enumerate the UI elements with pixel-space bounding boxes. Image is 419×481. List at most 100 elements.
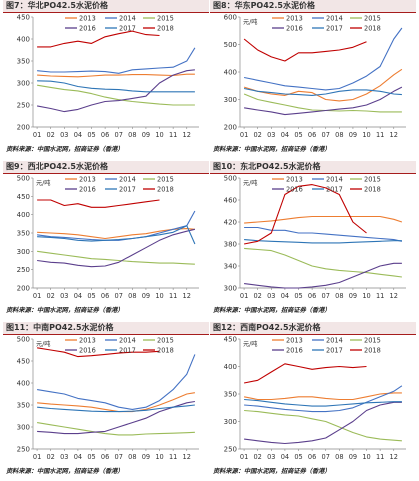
x-tick-label: 04 (74, 453, 82, 461)
y-tick-label: 300 (17, 424, 30, 432)
x-tick-label: 02 (253, 131, 261, 139)
x-tick-label: 04 (281, 131, 289, 139)
x-tick-label: 04 (74, 292, 82, 300)
x-tick-label: 03 (60, 453, 68, 461)
x-tick-label: 09 (142, 453, 150, 461)
legend-label-2015: 2015 (157, 337, 174, 345)
x-tick-label: 02 (46, 131, 54, 139)
y-tick-label: 450 (17, 193, 30, 201)
x-tick-label: 10 (155, 453, 163, 461)
x-tick-label: 09 (142, 292, 150, 300)
chart-panel-central-south: 图11：中南PO42.5水泥价格 250 300 350 400 450 500 01 02 0… (3, 322, 209, 481)
chart-panel-east: 图8：华东PO42.5水泥价格 200 300 400 500 600 01 02 03 04 0… (210, 0, 416, 159)
chart-title: 图11：中南PO42.5水泥价格 (6, 323, 114, 332)
chart-source-note: 资料来源：中国水泥网，招商证券（香港） (213, 468, 331, 475)
legend-label-2017: 2017 (326, 347, 343, 355)
line-chart-southwest: 250 300 350 400 450 01 02 03 04 05 06 07 08 09 10 11 12 元… (224, 336, 406, 461)
y-tick-label: 300 (17, 248, 30, 256)
legend-label-2017: 2017 (119, 25, 136, 33)
legend-label-2016: 2016 (79, 347, 96, 355)
series-line-2013 (243, 68, 403, 102)
line-chart-northwest: 200 250 300 350 400 450 500 01 02 03 04 05 06 07 08 09 1… (17, 175, 199, 300)
series-line-2017 (37, 225, 196, 245)
chart-title: 图10：东北PO42.5水泥价格 (213, 162, 321, 171)
chart-panel-northeast: 图10：东北PO42.5水泥价格 300 340 380 420 460 500 01 02 0… (210, 161, 416, 320)
legend-label-2018: 2018 (364, 25, 381, 33)
series-line-2016 (244, 401, 402, 445)
x-tick-label: 06 (308, 131, 316, 139)
series-line-2017 (37, 80, 195, 93)
series-line-2016 (37, 228, 196, 268)
series-line-2018 (37, 199, 160, 208)
x-tick-label: 07 (322, 131, 330, 139)
y-tick-label: 200 (17, 124, 30, 132)
x-tick-label: 06 (101, 453, 109, 461)
legend-label-2014: 2014 (326, 176, 343, 184)
x-tick-label: 06 (308, 453, 316, 461)
series-line-2018 (243, 38, 367, 62)
x-tick-label: 09 (349, 131, 357, 139)
x-tick-label: 12 (390, 131, 398, 139)
chart-source-note: 资料来源：中国水泥网，招商证券（香港） (6, 146, 124, 153)
y-tick-label: 350 (17, 230, 30, 238)
series-line-2015 (244, 247, 402, 278)
series-line-2015 (243, 93, 402, 113)
x-tick-label: 08 (128, 131, 136, 139)
series-line-2018 (243, 363, 367, 384)
y-tick-label: 400 (224, 69, 237, 77)
x-tick-label: 11 (169, 131, 177, 139)
x-tick-label: 04 (74, 131, 82, 139)
x-tick-label: 08 (335, 131, 343, 139)
legend-label-2013: 2013 (79, 15, 96, 23)
series-line-2014 (37, 47, 196, 74)
legend-label-2018: 2018 (364, 347, 381, 355)
y-tick-label: 200 (17, 285, 30, 293)
x-tick-label: 07 (322, 292, 330, 300)
x-tick-label: 03 (267, 131, 275, 139)
y-tick-label: 400 (17, 380, 30, 388)
x-tick-label: 12 (390, 453, 398, 461)
x-tick-label: 11 (376, 453, 384, 461)
x-tick-label: 09 (349, 292, 357, 300)
chart-title: 图12：西南PO42.5水泥价格 (213, 323, 321, 332)
x-tick-label: 03 (267, 292, 275, 300)
legend-label-2014: 2014 (326, 337, 343, 345)
chart-title-bar: 图12：西南PO42.5水泥价格 (210, 322, 416, 335)
line-chart-central-south: 250 300 350 400 450 500 01 02 03 04 05 06 07 08 09 10 11… (17, 336, 199, 461)
series-line-2016 (36, 69, 195, 113)
y-tick-label: 450 (224, 336, 237, 344)
y-tick-label: 500 (224, 41, 237, 49)
x-tick-label: 05 (294, 453, 302, 461)
y-tick-label: 350 (17, 402, 30, 410)
x-tick-label: 01 (240, 453, 248, 461)
x-tick-label: 10 (362, 453, 370, 461)
x-tick-label: 03 (60, 131, 68, 139)
series-line-2017 (243, 87, 402, 96)
line-chart-east: 200 300 400 500 600 01 02 03 04 05 06 07 08 09 10 11 12 元… (224, 14, 406, 139)
x-tick-label: 01 (240, 292, 248, 300)
y-tick-label: 600 (224, 14, 237, 22)
series-line-2018 (37, 30, 160, 48)
x-tick-label: 01 (240, 131, 248, 139)
legend-label-2016: 2016 (79, 186, 96, 194)
legend-label-2013: 2013 (286, 176, 303, 184)
series-line-2016 (244, 86, 403, 116)
y-tick-label: 300 (17, 80, 30, 88)
series-line-2015 (37, 250, 195, 265)
legend-label-2015: 2015 (364, 15, 381, 23)
y-tick-label: 500 (224, 175, 237, 183)
chart-source-note: 资料来源：中国水泥网，招商证券（香港） (213, 146, 331, 153)
x-tick-label: 02 (46, 453, 54, 461)
x-tick-label: 10 (362, 292, 370, 300)
y-tick-label: 400 (17, 36, 30, 44)
series-line-2017 (244, 239, 402, 244)
x-tick-label: 08 (335, 453, 343, 461)
chart-title: 图8：华东PO42.5水泥价格 (213, 1, 315, 10)
legend-label-2013: 2013 (79, 176, 96, 184)
legend-label-2017: 2017 (119, 186, 136, 194)
chart-title-bar: 图7：华北PO42.5水泥价格 (3, 0, 209, 13)
legend-label-2018: 2018 (157, 347, 174, 355)
chart-title: 图9：西北PO42.5水泥价格 (6, 162, 108, 171)
legend-label-2015: 2015 (364, 176, 381, 184)
x-tick-label: 06 (101, 131, 109, 139)
